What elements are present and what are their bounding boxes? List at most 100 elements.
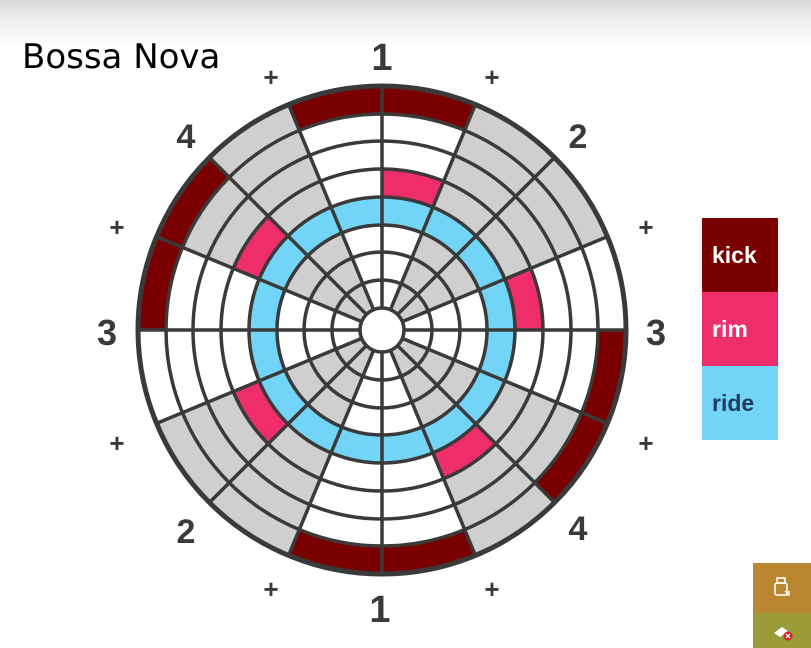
wheel-cell	[229, 130, 310, 197]
wheel-cell	[495, 196, 557, 269]
kick-hit-cell	[534, 412, 608, 503]
ride-hit-cell	[331, 427, 382, 463]
wheel-cell	[401, 365, 438, 403]
remove-device-icon	[774, 626, 793, 640]
corner-tray	[753, 563, 811, 648]
kick-hit-cell	[156, 157, 230, 248]
wheel-cell	[476, 380, 531, 444]
beat-label-bottom-right: 4	[569, 510, 588, 548]
wheel-spoke-line	[155, 235, 363, 324]
remove-device-button[interactable]	[753, 613, 811, 648]
wheel-cell	[207, 391, 269, 464]
plus-label: +	[263, 62, 278, 92]
wheel-cell	[464, 104, 555, 178]
wheel-cell	[402, 310, 432, 330]
beat-label-bottom: 1	[369, 589, 390, 631]
wheel-cell	[156, 412, 230, 503]
wheel-cell	[402, 330, 432, 350]
wheel-spoke-line	[388, 349, 477, 557]
wheel-spoke-line	[208, 344, 368, 504]
ride-hit-cell	[456, 235, 505, 290]
wheel-cell	[277, 330, 310, 371]
wheel-cell	[530, 257, 571, 330]
legend-item-rim: rim	[702, 292, 778, 366]
wheel-cell	[193, 330, 234, 403]
wheel-cell	[454, 130, 535, 197]
usb-drive-icon	[774, 577, 790, 596]
wheel-spoke-line	[401, 336, 609, 425]
top-shade	[0, 0, 811, 46]
plus-label: +	[484, 574, 499, 604]
wheel-cell	[530, 330, 571, 403]
wheel-spoke-line	[208, 156, 368, 316]
wheel-cell	[397, 294, 429, 322]
plus-label: +	[638, 428, 653, 458]
beat-label-top: 1	[371, 37, 392, 79]
wheel-cell	[382, 141, 455, 182]
plus-label: +	[638, 212, 653, 242]
plus-label: +	[109, 428, 124, 458]
wheel-cell	[476, 216, 531, 280]
wheel-cell	[193, 257, 234, 330]
legend-item-kick: kick	[702, 218, 778, 292]
ride-hit-cell	[259, 370, 308, 425]
legend-label: ride	[712, 389, 755, 416]
wheel-spoke-line	[155, 336, 363, 425]
wheel-cell	[209, 482, 300, 556]
beat-label-bottom-left: 2	[177, 513, 196, 551]
wheel-cell	[332, 310, 362, 330]
wheel-cell	[268, 424, 332, 479]
wheel-cell	[382, 402, 423, 435]
wheel-cell	[335, 338, 367, 366]
wheel-cell	[495, 391, 557, 464]
wheel-cell	[454, 289, 487, 330]
wheel-cell	[341, 225, 382, 258]
wheel-cell	[229, 463, 310, 530]
rim-hit-cell	[233, 216, 288, 280]
wheel-cell	[309, 141, 382, 182]
wheel-cell	[397, 338, 429, 366]
wheel-cell	[335, 294, 367, 322]
legend-item-ride: ride	[702, 366, 778, 440]
wheel-cell	[382, 478, 455, 519]
wheel-spoke-line	[287, 103, 376, 311]
wheel-cell	[454, 330, 487, 371]
ride-hit-cell	[479, 279, 515, 330]
usb-drive-button[interactable]	[753, 563, 811, 613]
wheel-cell	[382, 225, 423, 258]
wheel-spoke-line	[388, 103, 477, 311]
wheel-cell	[346, 345, 374, 377]
wheel-center	[358, 306, 406, 354]
rim-hit-cell	[233, 380, 288, 444]
wheel-cell	[382, 350, 402, 380]
ride-hit-cell	[259, 235, 308, 290]
wheel-cell	[309, 349, 347, 386]
beat-label-right: 3	[646, 312, 666, 353]
wheel-cell	[515, 402, 582, 483]
ride-hit-cell	[287, 404, 342, 453]
wheel-cell	[401, 257, 438, 295]
ride-hit-cell	[456, 370, 505, 425]
ride-hit-cell	[422, 207, 477, 256]
wheel-spoke-line	[396, 156, 556, 316]
ride-hit-cell	[249, 279, 285, 330]
wheel-cell	[182, 402, 249, 483]
wheel-cell	[326, 257, 363, 295]
instrument-legend: kick rim ride	[702, 218, 778, 440]
legend-label: rim	[712, 315, 748, 342]
wheel-cell	[432, 181, 496, 236]
rim-hit-cell	[432, 424, 496, 479]
wheel-cell	[534, 157, 608, 248]
ride-hit-cell	[331, 197, 382, 233]
wheel-cell	[341, 402, 382, 435]
wheel-cell	[326, 365, 363, 403]
ride-hit-cell	[287, 207, 342, 256]
wheel-spoke-line	[287, 349, 376, 557]
beat-label-left: 3	[97, 312, 117, 353]
plus-label: +	[263, 574, 278, 604]
wheel-cell	[277, 289, 310, 330]
ride-hit-cell	[422, 404, 477, 453]
wheel-cell	[390, 283, 418, 315]
ride-hit-cell	[479, 330, 515, 381]
